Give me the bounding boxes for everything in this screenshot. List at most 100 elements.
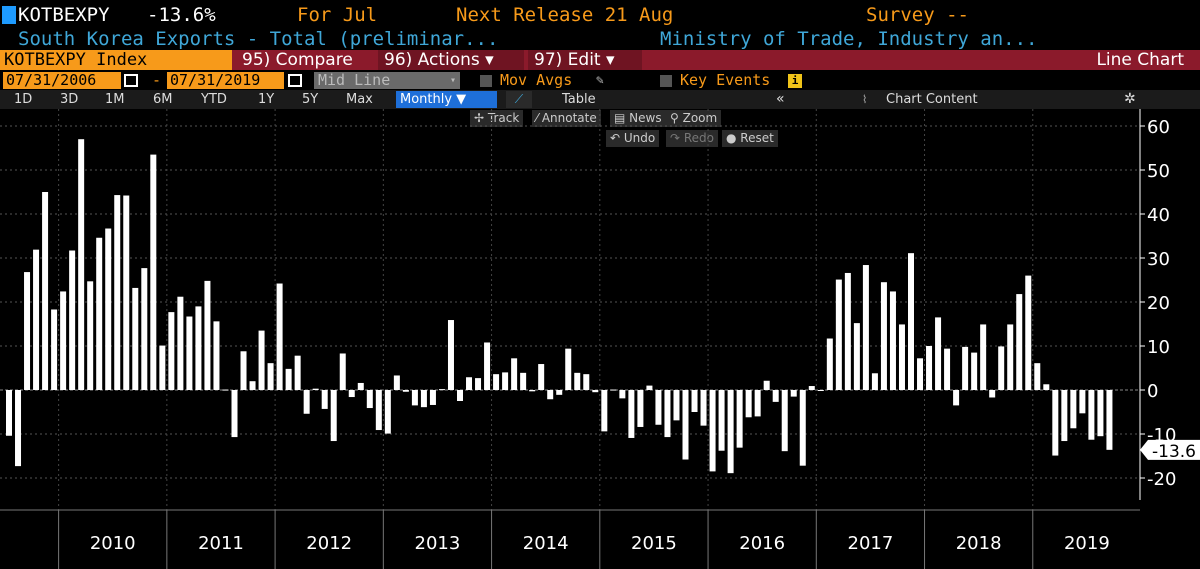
- track-label: Track: [487, 111, 520, 125]
- description-row: South Korea Exports - Total (preliminar.…: [0, 28, 1200, 50]
- annotate-button[interactable]: ⁄ Annotate: [532, 110, 601, 127]
- bar: [529, 390, 536, 392]
- chart-type-label[interactable]: Line Chart: [1096, 50, 1184, 70]
- bar: [682, 390, 689, 460]
- mov-avgs-checkbox[interactable]: [480, 75, 492, 87]
- redo-button[interactable]: ↷ Redo: [666, 130, 719, 147]
- bar: [240, 351, 247, 390]
- x-tick-label: 2017: [848, 533, 894, 554]
- bar: [195, 306, 202, 390]
- edit-button[interactable]: 97) Edit ▾: [528, 50, 642, 70]
- bar: [781, 390, 788, 452]
- bar: [664, 390, 671, 438]
- tab-5y[interactable]: 5Y: [302, 92, 319, 107]
- series-description: South Korea Exports - Total (preliminar.…: [18, 28, 499, 50]
- bar: [502, 372, 509, 390]
- ticker-symbol[interactable]: KOTBEXPY: [18, 4, 110, 26]
- gear-icon[interactable]: ✲: [1124, 91, 1136, 107]
- zoom-button[interactable]: ⚲ Zoom: [666, 110, 722, 127]
- bar: [556, 390, 563, 395]
- index-field[interactable]: KOTBEXPY Index: [0, 50, 232, 70]
- bar: [114, 195, 121, 390]
- bar: [610, 389, 617, 391]
- bar: [69, 250, 76, 390]
- table-button[interactable]: Table: [562, 92, 596, 107]
- bar: [484, 342, 491, 390]
- bar: [718, 390, 725, 451]
- bar: [303, 390, 310, 414]
- bar: [745, 390, 752, 418]
- line-mode-value: Mid Line: [318, 71, 391, 89]
- bar: [330, 390, 337, 442]
- bar: [366, 390, 373, 409]
- x-tick-label: 2018: [956, 533, 1002, 554]
- actions-label: 96) Actions ▾: [384, 50, 494, 70]
- undo-label: Undo: [623, 131, 656, 145]
- bar: [96, 237, 103, 390]
- info-icon[interactable]: i: [788, 74, 802, 88]
- tab-6m[interactable]: 6M: [153, 92, 173, 107]
- tab-ytd[interactable]: YTD: [201, 92, 227, 107]
- bar: [880, 282, 887, 390]
- bar: [339, 353, 346, 390]
- annotate-icon: ⁄: [536, 111, 542, 125]
- bar: [1043, 384, 1050, 390]
- tab-1d[interactable]: 1D: [14, 92, 33, 107]
- bar: [132, 287, 139, 390]
- bar: [538, 364, 545, 390]
- bar: [998, 346, 1005, 390]
- line-mode-select[interactable]: Mid Line ▾: [314, 72, 460, 89]
- frequency-select[interactable]: Monthly ▼: [396, 91, 497, 108]
- reset-icon: ●: [726, 131, 741, 145]
- key-events-checkbox[interactable]: [660, 75, 672, 87]
- end-date-field[interactable]: 07/31/2019: [167, 72, 284, 89]
- track-button[interactable]: ✢ Track: [470, 110, 524, 127]
- mov-avgs-label[interactable]: Mov Avgs: [500, 71, 573, 89]
- bar: [60, 291, 67, 390]
- bar: [51, 309, 58, 390]
- bar: [520, 372, 527, 390]
- redo-label: Redo: [683, 131, 715, 145]
- tab-max[interactable]: Max: [346, 92, 373, 107]
- bar: [87, 281, 94, 390]
- collapse-icon[interactable]: «: [776, 91, 785, 107]
- action-bar: KOTBEXPY Index 95) Compare 96) Actions ▾…: [0, 50, 1200, 70]
- end-calendar-icon[interactable]: [288, 74, 302, 87]
- bar: [420, 390, 427, 408]
- bar: [15, 390, 22, 467]
- start-date-field[interactable]: 07/31/2006: [3, 72, 121, 89]
- undo-button[interactable]: ↶ Undo: [606, 130, 660, 147]
- bar: [826, 338, 833, 390]
- y-tick-label: 40: [1147, 205, 1170, 226]
- bar: [871, 373, 878, 390]
- bar: [141, 268, 148, 390]
- chart-content-button[interactable]: Chart Content: [886, 92, 978, 107]
- tab-3d[interactable]: 3D: [60, 92, 79, 107]
- compare-button[interactable]: 95) Compare: [236, 50, 374, 70]
- start-calendar-icon[interactable]: [124, 74, 138, 87]
- bar: [700, 390, 707, 426]
- bar: [384, 390, 391, 434]
- bar: [808, 386, 815, 390]
- bar: [493, 374, 500, 390]
- date-separator: -: [152, 71, 162, 89]
- bar: [466, 377, 473, 390]
- key-events-label[interactable]: Key Events: [680, 71, 771, 89]
- line-chart-icon[interactable]: ⟋: [506, 91, 532, 108]
- bar: [321, 390, 328, 409]
- tab-1m[interactable]: 1M: [105, 92, 125, 107]
- bar: [393, 375, 400, 390]
- pencil-icon[interactable]: ✎: [596, 73, 604, 88]
- news-button[interactable]: ▤ News: [610, 110, 666, 127]
- x-tick-label: 2014: [523, 533, 569, 554]
- index-label: KOTBEXPY Index: [4, 50, 148, 70]
- bar: [258, 330, 265, 390]
- bar: [6, 390, 12, 436]
- actions-button[interactable]: 96) Actions ▾: [378, 50, 524, 70]
- bar: [222, 389, 229, 391]
- bar: [790, 390, 797, 397]
- reset-button[interactable]: ● Reset: [722, 130, 778, 147]
- bar: [348, 390, 355, 398]
- tab-1y[interactable]: 1Y: [258, 92, 275, 107]
